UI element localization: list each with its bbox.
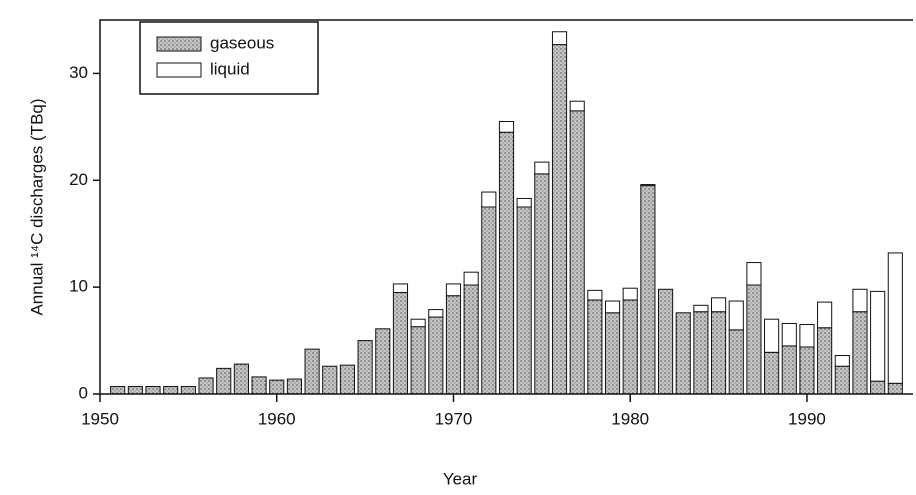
- bar-segment: [693, 311, 709, 395]
- bar-segment: [445, 283, 462, 297]
- legend-swatch: [156, 36, 202, 52]
- bar-segment: [604, 300, 621, 314]
- bar-segment: [781, 322, 797, 347]
- x-tick-label: 1990: [788, 409, 826, 428]
- bar-segment: [764, 318, 780, 353]
- bar-segment: [834, 355, 850, 367]
- bar-segment: [516, 206, 532, 395]
- bar-segment: [852, 311, 868, 395]
- bar-segment: [498, 121, 515, 133]
- bar-segment: [392, 291, 409, 395]
- bar-segment: [834, 365, 850, 395]
- bar-segment: [463, 284, 479, 395]
- y-axis-label: Annual ¹⁴C discharges (TBq): [27, 98, 46, 315]
- bar-segment: [233, 363, 249, 395]
- bar-segment: [481, 191, 497, 208]
- bar-segment: [799, 324, 815, 348]
- bar-segment: [269, 379, 285, 395]
- bar-segment: [746, 284, 762, 395]
- legend-label: gaseous: [210, 33, 274, 52]
- legend-swatch: [156, 62, 202, 78]
- bar-segment: [817, 327, 833, 395]
- legend-label: liquid: [210, 59, 250, 78]
- bar-segment: [764, 351, 780, 395]
- bar-segment: [410, 318, 426, 328]
- bar-segment: [711, 311, 727, 395]
- bar-segment: [534, 161, 550, 175]
- y-tick-label: 10: [69, 277, 88, 296]
- bar-segment: [569, 110, 585, 395]
- bar-segment: [587, 289, 603, 301]
- bar-segment: [728, 329, 744, 395]
- bar-segment: [251, 376, 267, 395]
- bar-segment: [622, 287, 638, 301]
- bar-segment: [870, 290, 886, 382]
- bar-segment: [410, 326, 426, 395]
- bar-segment: [428, 316, 444, 395]
- bar-segment: [163, 386, 179, 395]
- bar-segment: [127, 386, 143, 395]
- bar-segment: [799, 346, 815, 395]
- bar-segment: [339, 364, 356, 395]
- bar-segment: [728, 300, 744, 331]
- bar-segment: [622, 299, 638, 395]
- bar-segment: [534, 173, 550, 395]
- bar-segment: [640, 185, 656, 395]
- bar-segment: [675, 312, 691, 395]
- x-tick-label: 1970: [435, 409, 473, 428]
- bar-segment: [322, 365, 338, 395]
- bar-segment: [145, 386, 161, 395]
- bar-segment: [569, 100, 585, 112]
- bar-segment: [463, 271, 479, 286]
- x-axis-label: Year: [443, 469, 478, 488]
- bar-segment: [587, 299, 603, 395]
- bar-segment: [428, 309, 444, 318]
- bar-segment: [198, 377, 214, 395]
- bar-segment: [870, 380, 886, 395]
- bar-segment: [286, 378, 302, 395]
- bar-segment: [746, 262, 762, 286]
- bar-segment: [445, 295, 462, 395]
- bar-segment: [657, 288, 674, 395]
- x-tick-label: 1980: [611, 409, 649, 428]
- bar-segment: [887, 252, 903, 384]
- bar-segment: [604, 312, 621, 395]
- x-tick-label: 1950: [81, 409, 119, 428]
- bar-segment: [516, 197, 532, 208]
- bar-segment: [551, 44, 568, 395]
- bar-segment: [375, 328, 391, 395]
- bar-segment: [852, 288, 868, 313]
- bar-segment: [693, 304, 709, 313]
- y-tick-label: 0: [79, 383, 88, 402]
- y-tick-label: 30: [69, 63, 88, 82]
- bar-segment: [498, 131, 515, 395]
- bar-segment: [551, 31, 568, 46]
- axis-frame: [99, 19, 913, 395]
- bar-segment: [640, 184, 656, 187]
- bar-segment: [711, 297, 727, 313]
- bar-segment: [392, 283, 409, 293]
- bar-segment: [110, 386, 126, 395]
- y-tick-label: 20: [69, 170, 88, 189]
- bar-segment: [216, 367, 232, 395]
- bar-segment: [481, 206, 497, 395]
- bar-segment: [817, 301, 833, 329]
- bar-segment: [887, 382, 903, 395]
- x-tick-label: 1960: [258, 409, 296, 428]
- bar-segment: [357, 340, 373, 395]
- bar-segment: [180, 386, 196, 395]
- bar-segment: [304, 348, 320, 395]
- bar-segment: [781, 345, 797, 395]
- legend-box: [139, 21, 319, 95]
